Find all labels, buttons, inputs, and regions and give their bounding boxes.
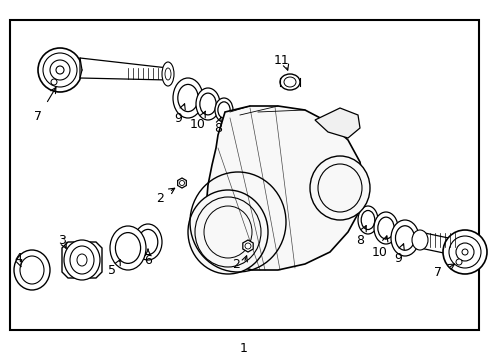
Ellipse shape: [200, 93, 216, 115]
Text: 7: 7: [433, 266, 441, 279]
Text: 3: 3: [58, 234, 66, 247]
Ellipse shape: [390, 220, 418, 256]
Ellipse shape: [377, 217, 393, 239]
Ellipse shape: [43, 53, 77, 87]
Ellipse shape: [284, 77, 295, 87]
Text: 9: 9: [393, 252, 401, 265]
Polygon shape: [62, 242, 102, 278]
Ellipse shape: [51, 79, 57, 85]
Ellipse shape: [179, 180, 184, 185]
Ellipse shape: [38, 48, 82, 92]
Ellipse shape: [218, 102, 230, 118]
Text: 11: 11: [274, 54, 289, 67]
Ellipse shape: [14, 250, 50, 290]
Ellipse shape: [195, 197, 261, 267]
Ellipse shape: [187, 190, 267, 274]
Polygon shape: [205, 106, 363, 270]
Ellipse shape: [20, 256, 44, 284]
Text: 9: 9: [174, 112, 182, 125]
Text: 8: 8: [214, 122, 222, 135]
Ellipse shape: [115, 233, 141, 264]
Ellipse shape: [373, 212, 397, 244]
Text: 8: 8: [355, 234, 363, 247]
Polygon shape: [243, 240, 253, 252]
Ellipse shape: [50, 60, 70, 80]
Polygon shape: [80, 58, 168, 80]
Ellipse shape: [455, 243, 473, 261]
Text: 1: 1: [240, 342, 247, 355]
Ellipse shape: [164, 68, 171, 80]
Ellipse shape: [455, 259, 461, 265]
Text: 10: 10: [190, 117, 205, 131]
Bar: [10, 20, 478, 330]
Ellipse shape: [203, 206, 251, 258]
Ellipse shape: [178, 84, 198, 112]
Ellipse shape: [461, 249, 467, 255]
Text: 7: 7: [34, 109, 42, 122]
Ellipse shape: [64, 240, 100, 280]
Ellipse shape: [110, 226, 146, 270]
Text: 10: 10: [371, 246, 387, 258]
Text: 2: 2: [232, 258, 240, 271]
Text: 4: 4: [14, 252, 22, 265]
Polygon shape: [314, 108, 359, 138]
Ellipse shape: [56, 66, 64, 74]
Ellipse shape: [215, 98, 232, 122]
Ellipse shape: [442, 230, 486, 274]
Ellipse shape: [448, 236, 480, 268]
Ellipse shape: [70, 246, 94, 274]
Ellipse shape: [280, 74, 299, 90]
Polygon shape: [177, 178, 186, 188]
Ellipse shape: [244, 243, 250, 249]
Ellipse shape: [173, 78, 203, 118]
Polygon shape: [419, 232, 457, 256]
Ellipse shape: [309, 156, 369, 220]
Ellipse shape: [361, 211, 374, 230]
Ellipse shape: [134, 224, 162, 260]
Text: 5: 5: [108, 264, 116, 276]
Ellipse shape: [77, 254, 87, 266]
Ellipse shape: [395, 226, 414, 250]
Text: 2: 2: [156, 192, 163, 204]
Ellipse shape: [357, 206, 377, 234]
Ellipse shape: [138, 229, 158, 255]
Text: 6: 6: [144, 253, 152, 266]
Ellipse shape: [196, 88, 220, 120]
Ellipse shape: [317, 164, 361, 212]
Ellipse shape: [162, 62, 174, 86]
Ellipse shape: [411, 230, 427, 250]
